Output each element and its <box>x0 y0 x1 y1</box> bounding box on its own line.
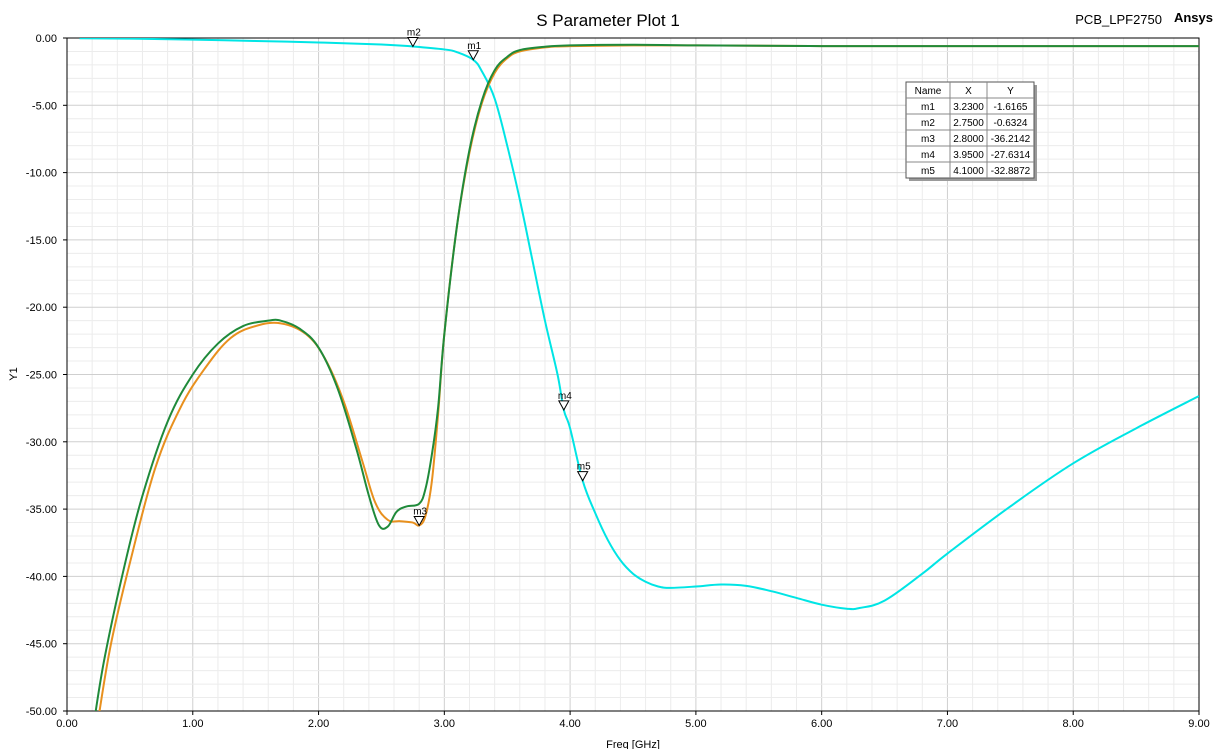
y-tick-label: -50.00 <box>26 706 57 718</box>
marker-table-cell: m5 <box>921 166 935 177</box>
series-line-1 <box>79 38 1199 611</box>
y-tick-label: -15.00 <box>26 235 57 247</box>
x-tick-label: 6.00 <box>811 718 832 730</box>
x-tick-label: 0.00 <box>56 718 77 730</box>
marker-table-cell: 3.9500 <box>953 150 984 161</box>
y-tick-label: -35.00 <box>26 504 57 516</box>
marker-table: Name X Ym1 3.2300 -1.6165 m2 2.7500 -0.6324 m3 2.… <box>905 81 1037 181</box>
y-tick-label: -45.00 <box>26 639 57 651</box>
marker-m2 <box>407 37 419 48</box>
marker-label-m1: m1 <box>467 41 481 52</box>
x-tick-label: 2.00 <box>308 718 329 730</box>
marker-label-m5: m5 <box>577 462 591 473</box>
y-tick-label: -25.00 <box>26 370 57 382</box>
marker-table-header: Y <box>1007 86 1014 97</box>
marker-table-cell: 2.8000 <box>953 134 984 145</box>
y-tick-label: -40.00 <box>26 571 57 583</box>
chart-title: S Parameter Plot 1 <box>536 11 680 30</box>
marker-table-cell: -0.6324 <box>994 118 1028 129</box>
marker-table-cell: m1 <box>921 102 935 113</box>
marker-m3 <box>413 515 426 527</box>
x-tick-label: 8.00 <box>1063 718 1084 730</box>
x-tick-label: 7.00 <box>937 718 958 730</box>
y-axis-label: Y1 <box>8 367 20 380</box>
axis-ticks: 0.00 1.00 2.00 3.00 4.00 5.00 6.00 7.00 8.00 9.00… <box>26 33 1210 730</box>
plot-grid <box>66 37 1200 712</box>
marker-table-cell: -32.8872 <box>991 166 1031 177</box>
marker-label-m2: m2 <box>407 28 421 39</box>
marker-table-header: X <box>965 86 972 97</box>
marker-label-m4: m4 <box>558 391 572 402</box>
marker-table-cell: -27.6314 <box>991 150 1031 161</box>
marker-table-cell: -36.2142 <box>991 134 1031 145</box>
x-tick-label: 4.00 <box>559 718 580 730</box>
markers-group: m1 m2 m3 m4 m5 <box>407 28 591 527</box>
marker-table-cell: m4 <box>921 150 935 161</box>
marker-table-cell: 4.1000 <box>953 166 984 177</box>
y-tick-label: -10.00 <box>26 168 57 180</box>
brand-label: Ansys <box>1174 10 1213 25</box>
marker-table-cell: m3 <box>921 134 935 145</box>
series-line-3 <box>94 43 1199 711</box>
x-tick-label: 5.00 <box>685 718 706 730</box>
x-tick-label: 9.00 <box>1188 718 1209 730</box>
x-axis-label: Freq [GHz] <box>606 739 660 749</box>
series-group <box>79 38 1199 711</box>
marker-table-cell: -1.6165 <box>994 102 1028 113</box>
marker-label-m3: m3 <box>413 506 427 517</box>
y-tick-label: 0.00 <box>36 33 57 45</box>
y-tick-label: -20.00 <box>26 302 57 314</box>
x-tick-label: 1.00 <box>182 718 203 730</box>
y-tick-label: -5.00 <box>32 100 57 112</box>
x-tick-label: 3.00 <box>434 718 455 730</box>
marker-m5 <box>576 471 589 482</box>
y-tick-label: -30.00 <box>26 437 57 449</box>
project-label: PCB_LPF2750 <box>1075 12 1162 27</box>
marker-table-cell: 2.7500 <box>953 118 984 129</box>
marker-table-cell: m2 <box>921 118 935 129</box>
marker-table-cell: 3.2300 <box>953 102 984 113</box>
marker-m4 <box>557 400 570 411</box>
marker-table-header: Name <box>915 86 942 97</box>
marker-m1 <box>467 50 480 61</box>
